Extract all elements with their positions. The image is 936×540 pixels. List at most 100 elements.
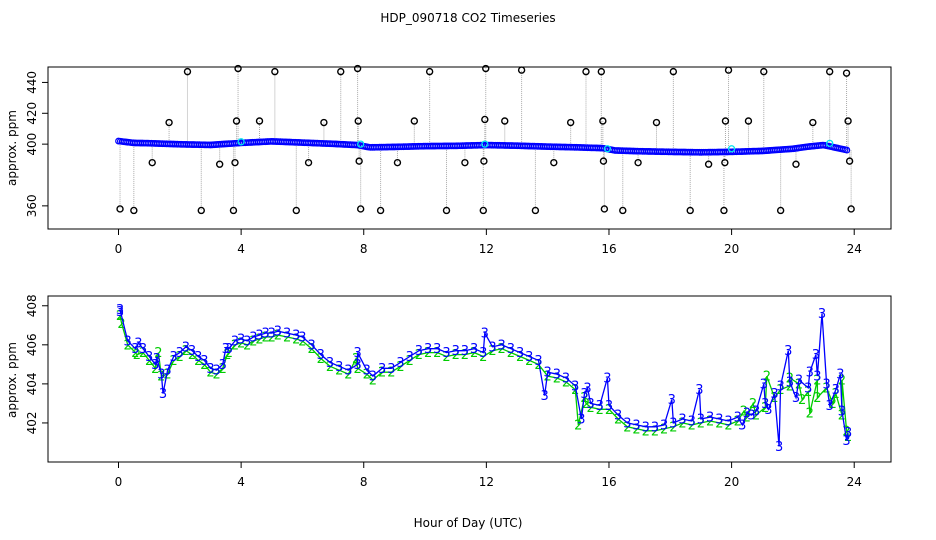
- series-3-marker: 3: [249, 331, 257, 346]
- series-3-marker: 3: [844, 426, 852, 441]
- series-2-marker: 2: [669, 420, 677, 435]
- series-3-marker: 3: [176, 346, 184, 361]
- series-3-marker: 3: [540, 389, 548, 404]
- bottom-x-tick-label: 12: [479, 475, 494, 489]
- series-3-marker: 3: [562, 372, 570, 387]
- series-2-marker: 2: [813, 391, 821, 406]
- outlier-point: [215, 160, 224, 168]
- series-3-marker: 3: [706, 411, 714, 426]
- series-3-marker: 3: [571, 379, 579, 394]
- main-trace-point: [843, 146, 851, 154]
- bottom-x-tick-label: 8: [360, 475, 368, 489]
- series-3-marker: 3: [200, 354, 208, 369]
- series-2-marker: 2: [223, 348, 231, 363]
- series-2-marker: 2: [806, 407, 814, 422]
- series-2-marker: 2: [255, 332, 263, 347]
- series-3-marker: 3: [678, 413, 686, 428]
- outlier-point: [130, 206, 138, 215]
- outlier-point: [619, 206, 627, 215]
- series-2-marker: 2: [369, 373, 377, 388]
- series-3-marker: 3: [255, 329, 263, 344]
- series-3-marker: 3: [274, 325, 282, 340]
- series-3-marker: 3: [507, 342, 515, 357]
- outlier-point: [304, 158, 313, 167]
- series-2-marker: 2: [749, 397, 757, 412]
- top-y-tick-label: 400: [25, 133, 39, 156]
- outlier-point: [320, 118, 328, 127]
- series-3-marker: 3: [442, 346, 450, 361]
- bottom-x-tick-label: 24: [847, 475, 862, 489]
- series-2-marker: 2: [697, 416, 705, 431]
- series-3-marker: 3: [363, 364, 371, 379]
- outlier-point: [410, 117, 419, 125]
- bottom-x-tick-label: 16: [601, 475, 616, 489]
- series-3-line: [119, 309, 849, 447]
- series-2-marker: 2: [145, 354, 153, 369]
- series-3-marker: 3: [596, 399, 604, 414]
- series-3-marker: 3: [534, 354, 542, 369]
- series-2-marker: 2: [326, 360, 334, 375]
- series-2-marker: 2: [582, 397, 590, 412]
- series-3-marker: 3: [695, 383, 703, 398]
- series-3-marker: 3: [822, 377, 830, 392]
- series-3-marker: 3: [838, 405, 846, 420]
- outlier-point: [479, 206, 487, 215]
- outlier-point: [353, 64, 362, 73]
- top-x-tick-label: 16: [601, 242, 616, 256]
- series-2-marker: 2: [688, 418, 696, 433]
- series-2-marker: 2: [283, 331, 291, 346]
- series-3-marker: 3: [777, 379, 785, 394]
- series-2-marker: 2: [117, 317, 125, 332]
- series-3-marker: 3: [406, 350, 414, 365]
- series-3-marker: 3: [283, 327, 291, 342]
- outlier-point: [481, 115, 489, 124]
- series-2-marker: 2: [170, 354, 178, 369]
- outlier-point: [255, 117, 264, 125]
- series-2-marker: 2: [206, 366, 214, 381]
- series-2-marker: 2: [596, 403, 604, 418]
- series-3-marker: 3: [836, 368, 844, 383]
- series-3-marker: 3: [139, 342, 147, 357]
- series-3-marker: 3: [206, 362, 214, 377]
- series-3-marker: 3: [134, 336, 142, 351]
- series-3-marker: 3: [159, 387, 167, 402]
- series-2-marker: 2: [562, 375, 570, 390]
- outlier-point: [292, 206, 301, 215]
- y-axis-label-bottom: approx. ppm: [5, 342, 19, 418]
- outlier-point: [550, 158, 558, 167]
- series-3-marker: 3: [498, 338, 506, 353]
- series-2-marker: 2: [479, 350, 487, 365]
- outlier-point: [599, 117, 607, 125]
- outlier-point: [597, 67, 606, 76]
- outlier-point: [669, 67, 678, 76]
- series-3-marker: 3: [651, 420, 659, 435]
- top-y-tick-label: 420: [25, 102, 39, 125]
- series-3-marker: 3: [212, 364, 220, 379]
- series-2-line: [119, 315, 849, 437]
- series-2-marker: 2: [307, 342, 315, 357]
- series-3-marker: 3: [580, 387, 588, 402]
- series-2-marker: 2: [507, 346, 515, 361]
- series-2-marker: 2: [292, 332, 300, 347]
- series-2-marker: 2: [605, 403, 613, 418]
- series-3-marker: 3: [344, 364, 352, 379]
- series-2-marker: 2: [743, 411, 751, 426]
- outlier-point: [356, 205, 365, 213]
- series-2-marker: 2: [752, 409, 760, 424]
- series-2-marker: 2: [761, 401, 769, 416]
- outlier-point: [776, 206, 785, 215]
- series-3-marker: 3: [424, 342, 432, 357]
- series-2-marker: 2: [163, 368, 171, 383]
- series-3-marker: 3: [145, 350, 153, 365]
- outlier-point: [442, 206, 451, 215]
- series-3-marker: 3: [488, 340, 496, 355]
- series-3-marker: 3: [157, 368, 165, 383]
- series-2-marker: 2: [651, 424, 659, 439]
- outlier-point: [148, 158, 156, 167]
- outlier-point: [183, 67, 192, 76]
- outlier-point: [566, 118, 575, 127]
- series-2-marker: 2: [632, 422, 640, 437]
- series-2-marker: 2: [724, 418, 732, 433]
